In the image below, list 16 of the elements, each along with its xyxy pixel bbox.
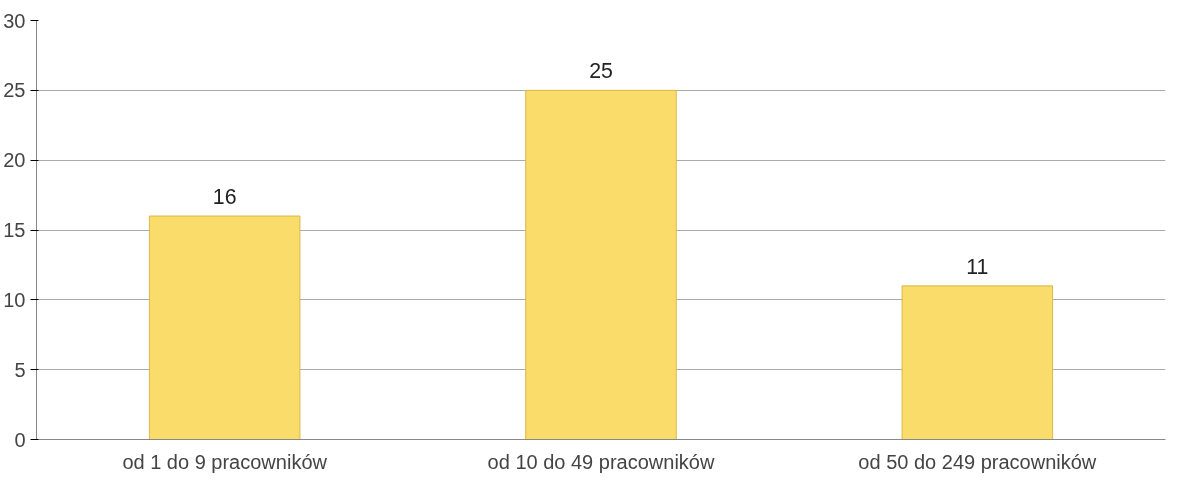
x-tick-label: od 10 do 49 pracowników: [487, 450, 715, 473]
bar: [525, 89, 677, 440]
y-tick-label: 10: [3, 288, 26, 311]
x-tick-label: od 1 do 9 pracowników: [122, 450, 328, 473]
bar: [901, 285, 1054, 440]
y-tick-label: 5: [14, 358, 26, 381]
y-tick-label: 0: [14, 428, 26, 451]
x-tick-label: od 50 do 249 pracowników: [858, 450, 1097, 473]
bar: [148, 215, 301, 440]
y-tick-label: 15: [3, 219, 26, 241]
y-tick-label: 20: [3, 149, 26, 172]
data-label: 11: [966, 254, 989, 279]
y-tick-label: 25: [3, 79, 26, 102]
data-label: 16: [212, 185, 237, 210]
data-label: 25: [589, 59, 613, 84]
y-tick-label: 30: [3, 9, 26, 32]
